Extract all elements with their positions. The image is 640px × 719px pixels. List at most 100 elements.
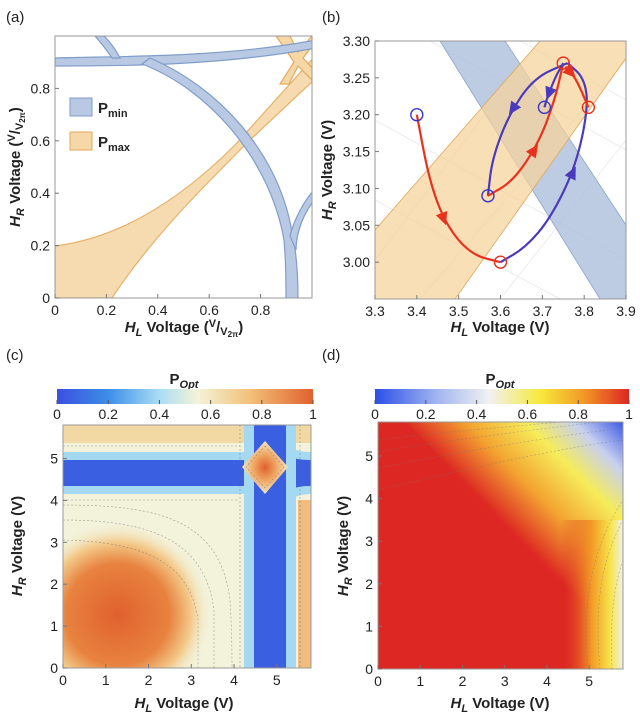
y-tick-label: 1: [50, 618, 58, 634]
colorbar-tick-label: 0.6: [201, 406, 221, 422]
x-tick-label: 3.4: [407, 303, 427, 319]
x-tick-label: 1: [416, 673, 424, 689]
y-tick-label: 0.2: [31, 238, 51, 254]
x-tick-label: 5: [273, 672, 281, 688]
x-tick-label: 1: [102, 672, 110, 688]
x-tick-label: 3.3: [365, 303, 385, 319]
ticks-c: 0 1 2 3 4 5 0 1 2 3 4 5: [50, 451, 281, 688]
trajectory-arrow: [525, 144, 539, 159]
colorbar-tick-label: 0.4: [467, 406, 487, 422]
x-tick-label: 3.9: [616, 303, 636, 319]
heatmap-c-diamond: [242, 441, 288, 494]
trajectory-arrow: [435, 211, 448, 226]
ticks-a: 0 0.2 0.4 0.6 0.8 0 0.2 0.4 0.6 0.8: [31, 80, 271, 318]
legend-a: Pmin Pmax: [66, 92, 138, 156]
y-tick-label: 2: [50, 576, 58, 592]
colorbar-tick-label: 0.2: [98, 406, 118, 422]
colorbar-c: [57, 389, 313, 404]
y-tick-label: 4: [50, 492, 58, 508]
y-tick-label: 3.05: [343, 217, 370, 233]
x-tick-label: 0.2: [97, 302, 117, 318]
x-axis-label-a: HL Voltage (V/V2π): [125, 318, 243, 339]
trajectory-segment: [499, 62, 588, 264]
x-tick-label: 0: [51, 302, 59, 318]
y-tick-label: 0: [42, 290, 50, 306]
trajectory-segment: [415, 114, 501, 264]
x-tick-label: 0.4: [148, 302, 168, 318]
x-tick-label: 5: [585, 673, 593, 689]
y-tick-label: 3.25: [343, 70, 370, 86]
pmax-region-main: [55, 58, 312, 298]
y-tick-label: 3: [50, 534, 58, 550]
colorbar-title-d: POpt: [486, 371, 516, 391]
colorbar-ticks-d: 0 0.2 0.4 0.6 0.8 1: [371, 400, 633, 422]
trajectory-segment: [487, 62, 565, 197]
x-tick-label: 2: [145, 672, 153, 688]
trajectory-marker: [537, 100, 552, 115]
y-tick-label: 4: [365, 491, 373, 507]
legend-label-pmax: Pmax: [98, 134, 131, 154]
x-tick-label: 3: [501, 673, 509, 689]
trajectory-marker: [556, 56, 570, 70]
panel-a: [55, 36, 312, 298]
colorbar-tick-label: 1: [309, 406, 317, 422]
axes-frame-c: [62, 424, 312, 669]
x-tick-label: 2: [459, 673, 467, 689]
panel-b: [375, 41, 626, 299]
y-axis-label-a: HR Voltage (V/V2π): [6, 107, 27, 227]
y-tick-label: 1: [365, 618, 373, 634]
colorbar-tick-label: 0.4: [150, 406, 170, 422]
heatmap-c: [62, 425, 311, 669]
colorbar-ticks-c: 0 0.2 0.4 0.6 0.8 1: [53, 400, 317, 422]
x-axis-label-c: HL Voltage (V): [135, 695, 234, 715]
y-tick-label: 0: [50, 660, 58, 676]
legend-swatch-pmin: [69, 97, 93, 117]
panel-label-b: (b): [322, 9, 340, 26]
y-tick-label: 3.30: [343, 33, 370, 49]
colorbar-title-c: POpt: [170, 371, 200, 391]
ticks-b: 3.3 3.4 3.5 3.6 3.7 3.8 3.9 3.00 3.05 3.10 3.15 3.2…: [343, 33, 636, 319]
trajectory-marker: [493, 255, 508, 269]
y-tick-label: 3.10: [343, 180, 370, 196]
y-tick-label: 3.00: [343, 254, 370, 270]
y-tick-label: 5: [50, 451, 58, 467]
colorbar-tick-label: 0: [53, 406, 61, 422]
panel-label-d: (d): [322, 347, 340, 364]
x-axis-label-d: HL Voltage (V): [451, 695, 550, 715]
trajectory-arrow: [508, 100, 522, 115]
heatmap-d: [377, 421, 624, 670]
panel-label-a: (a): [6, 9, 24, 26]
x-tick-label: 0.8: [251, 302, 271, 318]
colorbar-tick-label: 0.8: [568, 406, 588, 422]
colorbar-tick-label: 0.6: [518, 406, 538, 422]
pmin-arc-topleft: [94, 36, 121, 59]
y-tick-label: 3.20: [343, 107, 370, 123]
y-tick-label: 3.15: [343, 144, 370, 160]
trajectory-arrow: [564, 166, 576, 181]
y-tick-label: 0.4: [31, 185, 51, 201]
panel-label-c: (c): [6, 347, 24, 364]
x-tick-label: 0: [374, 673, 382, 689]
axes-frame-d: [377, 421, 624, 670]
colorbar-tick-label: 0: [371, 406, 379, 422]
x-tick-label: 4: [543, 673, 551, 689]
x-axis-label-b: HL Voltage (V): [451, 319, 550, 339]
y-tick-label: 5: [365, 448, 373, 464]
x-tick-label: 3.7: [533, 303, 553, 319]
colorbar-tick-label: 1: [625, 406, 633, 422]
pmin-arc-top: [55, 40, 312, 67]
x-tick-label: 3.6: [491, 303, 511, 319]
y-axis-label-b: HR Voltage (V): [319, 120, 339, 220]
x-tick-label: 0.6: [199, 302, 219, 318]
colorbar-d: [375, 389, 629, 404]
trajectory-marker: [481, 189, 495, 203]
y-tick-label: 0: [365, 661, 373, 677]
colorbar-tick-label: 0.2: [416, 406, 436, 422]
axes-frame-a: [54, 35, 313, 299]
ticks-d: 0 1 2 3 4 5 0 1 2 3 4 5: [365, 448, 593, 689]
trajectory-arrow: [545, 85, 557, 100]
trajectory-marker: [581, 100, 596, 115]
y-axis-label-c: HR Voltage (V): [9, 496, 29, 596]
y-tick-label: 2: [365, 576, 373, 592]
